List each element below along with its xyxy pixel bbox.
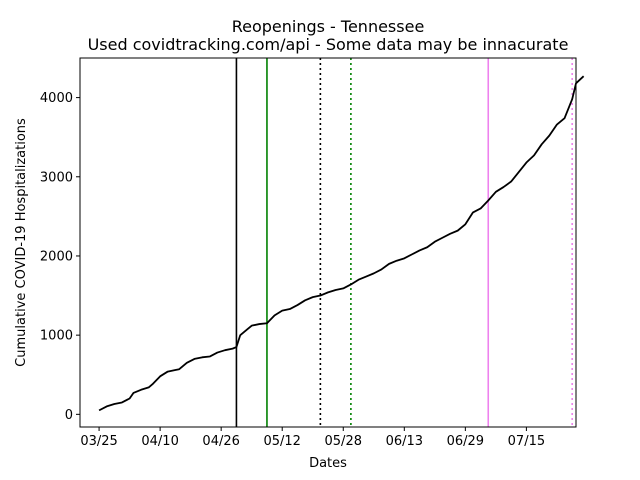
y-tick-label: 3000 bbox=[40, 170, 73, 185]
chart-title: Reopenings - Tennessee bbox=[232, 17, 425, 36]
y-tick-label: 0 bbox=[65, 408, 73, 423]
series-line-1 bbox=[98, 75, 585, 412]
y-axis-ticks: 0 1000 2000 3000 4000 bbox=[40, 91, 80, 423]
x-tick-label: 03/25 bbox=[80, 434, 117, 449]
x-tick-label: 04/26 bbox=[202, 434, 239, 449]
chart-subtitle: Used covidtracking.com/api - Some data m… bbox=[88, 35, 569, 54]
x-tick-label: 05/12 bbox=[263, 434, 300, 449]
x-tick-label: 05/28 bbox=[325, 434, 362, 449]
x-axis-label: Dates bbox=[309, 456, 347, 471]
x-tick-label: 06/13 bbox=[386, 434, 423, 449]
x-tick-label: 04/10 bbox=[141, 434, 178, 449]
plot-frame bbox=[79, 57, 577, 428]
y-tick-label: 4000 bbox=[40, 91, 73, 106]
reference-lines bbox=[235, 58, 573, 427]
x-axis-ticks: 03/25 04/10 04/26 05/12 05/28 06/13 06/29 07/15 bbox=[80, 427, 545, 449]
y-axis-label: Cumulative COVID-19 Hospitalizations bbox=[14, 118, 29, 367]
x-tick-label: 07/15 bbox=[508, 434, 545, 449]
x-tick-label: 06/29 bbox=[447, 434, 484, 449]
y-tick-label: 1000 bbox=[40, 329, 73, 344]
series-group bbox=[98, 75, 585, 412]
y-tick-label: 2000 bbox=[40, 249, 73, 264]
